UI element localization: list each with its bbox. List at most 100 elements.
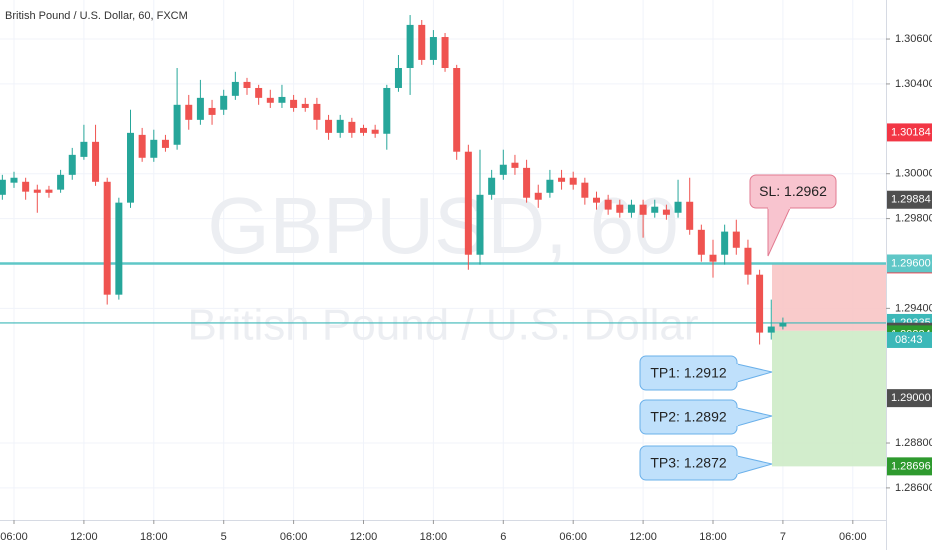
x-tick-label: 7 [780, 531, 786, 543]
callout-box [749, 174, 837, 209]
candle-body [779, 322, 787, 327]
x-tick-label: 18:00 [699, 531, 727, 543]
x-tick-label: 18:00 [140, 531, 168, 543]
candle-body [127, 132, 134, 203]
candle-body [325, 119, 333, 133]
callout-text: TP3: 1.2872 [650, 455, 726, 471]
candle-body [45, 189, 53, 193]
candle-body [593, 197, 600, 203]
price-label-box [887, 389, 932, 408]
candle-body [464, 151, 472, 255]
x-tick-label: 5 [221, 531, 227, 543]
candle-body [674, 201, 682, 213]
candle-body [441, 37, 449, 69]
candle-body [255, 87, 263, 98]
y-tick-label: 1.28600 [895, 482, 932, 494]
price-label-box [887, 123, 932, 142]
price-label-box [887, 457, 932, 476]
candle-body [511, 162, 519, 168]
x-tick-label: 12:00 [629, 531, 657, 543]
price-label: 1.29600 [891, 257, 931, 269]
candle-body [616, 204, 624, 213]
watermark-symbol: GBPUSD, 60 [207, 181, 678, 270]
x-tick-label: 06:00 [0, 531, 28, 543]
candle-body [220, 95, 228, 110]
candle-body [756, 274, 764, 333]
candle-body [138, 134, 146, 158]
watermark-description: British Pound / U.S. Dollar [187, 301, 698, 350]
candle-body [721, 231, 729, 255]
callout-text: TP1: 1.2912 [650, 365, 726, 381]
candle-body [336, 119, 344, 133]
candle-body [196, 97, 204, 120]
countdown-box [887, 331, 932, 348]
candle-body [744, 247, 752, 275]
candle-body [115, 202, 123, 295]
candle-body [266, 97, 274, 103]
candle-body [558, 177, 566, 182]
y-tick-label: 1.30600 [895, 33, 932, 45]
price-label: 1.28696 [891, 460, 931, 472]
candle-body [301, 103, 309, 108]
candle-body [686, 201, 694, 230]
x-tick-label: 06:00 [839, 531, 867, 543]
watermark: GBPUSD, 60 British Pound / U.S. Dollar [187, 181, 698, 350]
candle-body [732, 231, 740, 248]
candle-body [546, 179, 554, 193]
candle-body [348, 121, 356, 133]
countdown: 08:43 [895, 334, 923, 346]
candle-body [488, 177, 496, 195]
candle-body [697, 229, 705, 255]
candle-body [418, 24, 426, 60]
candle-body [80, 141, 88, 157]
candle-body [208, 107, 216, 115]
y-tick-label: 1.30400 [895, 78, 932, 90]
candle-body [0, 179, 6, 195]
candle-body [383, 87, 391, 134]
candle-body [92, 141, 100, 182]
price-label-box [887, 254, 932, 273]
candle-body [150, 139, 158, 158]
price-label: 1.30184 [891, 126, 931, 138]
x-tick-label: 12:00 [70, 531, 98, 543]
candle-body [10, 177, 18, 183]
candle-body [173, 104, 181, 145]
y-tick-label: 1.29400 [895, 302, 932, 314]
stop-zone [772, 264, 886, 331]
candle-body [22, 181, 30, 192]
candle-body [662, 209, 670, 215]
x-tick-label: 12:00 [350, 531, 378, 543]
chart-title: British Pound / U.S. Dollar, 60, FXCM [5, 10, 188, 22]
candle-body [278, 96, 286, 103]
x-tick-label: 6 [500, 531, 506, 543]
candle-body [767, 326, 775, 333]
candle-body [394, 68, 402, 88]
target-zone [772, 330, 886, 467]
candle-body [581, 182, 589, 198]
candle-body [161, 139, 169, 148]
candle-body [453, 68, 461, 152]
position-tool [772, 264, 886, 467]
candle-body [33, 189, 41, 193]
y-tick-label: 1.29800 [895, 212, 932, 224]
candle-body [243, 81, 251, 88]
candle-body [68, 154, 76, 175]
candle-body [627, 204, 635, 213]
candle-body [639, 204, 647, 215]
candle-body [709, 254, 717, 262]
annotations: SL: 1.2962 TP1: 1.2912 TP2: 1.2892 TP3: 1.2… [639, 174, 837, 481]
candle-body [103, 181, 111, 295]
callout-text: TP2: 1.2892 [650, 409, 726, 425]
candle-body [313, 103, 321, 120]
candle-body [290, 99, 298, 108]
callout-text: SL: 1.2962 [759, 183, 827, 199]
candle-body [406, 24, 414, 69]
candle-body [604, 199, 612, 210]
candle-body [651, 206, 659, 213]
y-tick-label: 1.28800 [895, 437, 932, 449]
candle-body [476, 194, 484, 255]
x-tick-label: 18:00 [420, 531, 448, 543]
candle-body [231, 81, 239, 96]
candle-body [523, 167, 531, 198]
candle-body [499, 164, 507, 175]
